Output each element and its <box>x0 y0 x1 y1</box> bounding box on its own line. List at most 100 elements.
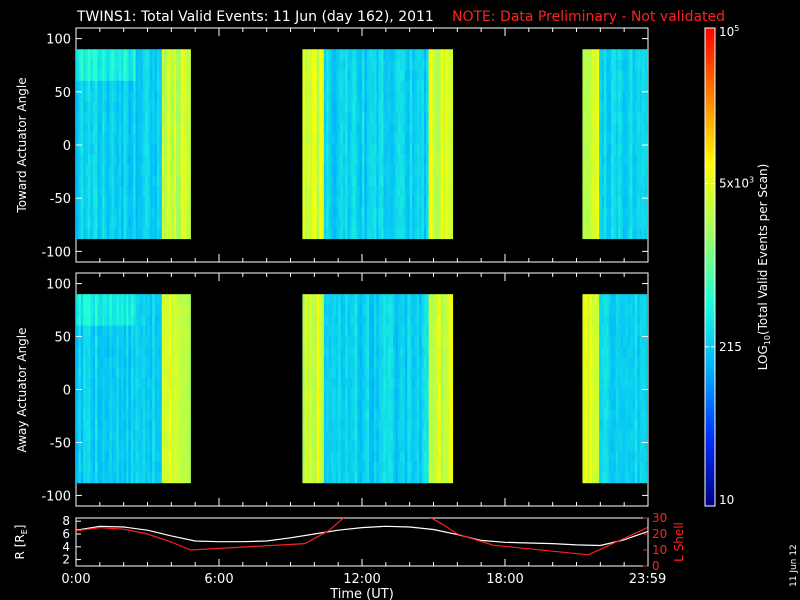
heat-cell-1-1155 <box>340 325 344 337</box>
heat-cell-0-1262 <box>354 70 358 82</box>
heat-cell-0-1248 <box>352 112 356 124</box>
heat-cell-1-214 <box>102 461 106 473</box>
heat-cell-0-825 <box>183 207 187 219</box>
heat-cell-0-2483 <box>644 228 648 240</box>
heat-cell-0-2365 <box>630 122 634 134</box>
heat-cell-1-1526 <box>388 440 392 452</box>
heat-cell-1-944 <box>311 377 315 389</box>
heat-cell-0-2106 <box>596 49 600 61</box>
heat-cell-1-2202 <box>608 357 612 368</box>
heat-cell-1-634 <box>159 336 163 348</box>
heat-cell-1-2251 <box>615 304 619 316</box>
heat-cell-1-2117 <box>596 409 600 421</box>
heat-cell-1-273 <box>111 325 115 337</box>
heat-cell-1-1388 <box>371 315 375 327</box>
heat-cell-0-1038 <box>323 175 327 187</box>
heat-cell-1-584 <box>152 377 156 389</box>
heat-cell-0-1886 <box>435 196 439 208</box>
heat-cell-1-999 <box>319 388 322 400</box>
heat-cell-0-1219 <box>347 186 351 198</box>
heat-cell-1-562 <box>149 336 153 348</box>
heat-cell-0-2264 <box>615 196 619 208</box>
heat-cell-1-1029 <box>323 325 327 337</box>
heat-cell-0-1326 <box>362 175 365 187</box>
heat-cell-0-647 <box>159 228 163 240</box>
heat-cell-0-515 <box>142 164 146 176</box>
heat-cell-0-601 <box>154 122 158 134</box>
heat-cell-1-2308 <box>622 336 626 348</box>
heat-cell-0-139 <box>92 186 96 198</box>
heat-cell-0-2013 <box>582 207 586 219</box>
heat-cell-1-607 <box>154 430 158 442</box>
heat-cell-0-1637 <box>402 228 406 240</box>
heat-cell-1-2299 <box>620 430 624 442</box>
heat-cell-1-1266 <box>354 357 358 368</box>
heat-cell-0-1695 <box>412 80 415 92</box>
heat-cell-0-62 <box>83 133 87 145</box>
heat-cell-1-791 <box>178 472 182 484</box>
heat-cell-1-1767 <box>421 325 425 337</box>
heat-cell-0-856 <box>188 154 191 166</box>
heat-cell-1-242 <box>106 377 110 389</box>
heat-cell-1-1496 <box>385 315 389 327</box>
heat-cell-1-5 <box>76 346 79 358</box>
heat-cell-0-2464 <box>642 217 645 229</box>
heat-cell-0-767 <box>176 164 179 176</box>
heat-cell-1-738 <box>173 294 177 306</box>
heat-cell-1-400 <box>128 336 132 348</box>
heat-cell-1-1783 <box>423 304 427 316</box>
heat-cell-0-1293 <box>357 207 361 219</box>
heat-cell-1-2403 <box>634 388 638 400</box>
heat-cell-1-637 <box>159 367 163 379</box>
heat-cell-1-157 <box>95 430 98 442</box>
heat-cell-0-2183 <box>606 101 610 113</box>
heat-cell-1-1153 <box>340 304 344 316</box>
heat-cell-0-780 <box>178 112 182 124</box>
heat-cell-1-1811 <box>426 409 430 421</box>
heat-cell-0-2475 <box>644 143 648 155</box>
heat-cell-0-1773 <box>421 143 425 155</box>
heat-cell-1-2362 <box>630 336 634 348</box>
heat-cell-1-1004 <box>319 440 322 452</box>
heat-cell-1-1555 <box>392 367 396 379</box>
heat-cell-1-1950 <box>445 357 449 368</box>
heat-cell-0-388 <box>126 154 129 166</box>
heat-cell-1-293 <box>114 346 118 358</box>
heat-cell-0-757 <box>176 59 179 71</box>
heat-cell-0-1594 <box>397 154 401 166</box>
heat-cell-1-226 <box>104 398 108 410</box>
heat-cell-0-1336 <box>364 91 368 103</box>
heat-cell-0-2034 <box>587 49 591 61</box>
heat-cell-0-821 <box>183 164 187 176</box>
heat-cell-1-1875 <box>435 325 439 337</box>
heat-cell-1-805 <box>180 430 184 442</box>
heat-cell-1-550 <box>147 398 151 410</box>
heat-cell-1-1142 <box>338 377 342 389</box>
heat-cell-1-1396 <box>371 398 375 410</box>
heat-cell-1-820 <box>183 398 187 410</box>
heat-cell-1-45 <box>80 388 84 400</box>
heat-cell-1-1633 <box>402 430 406 442</box>
heat-cell-0-1633 <box>402 186 406 198</box>
heat-cell-1-806 <box>180 440 184 452</box>
heat-cell-1-1479 <box>383 325 387 337</box>
heat-cell-1-2281 <box>618 430 622 442</box>
heat-cell-0-2153 <box>601 164 605 176</box>
heat-cell-1-1524 <box>388 419 392 431</box>
heat-cell-0-1845 <box>431 143 434 155</box>
heat-cell-1-13 <box>76 430 79 442</box>
heat-cell-0-671 <box>164 101 168 113</box>
heat-cell-0-630 <box>159 49 163 61</box>
heat-cell-1-1881 <box>435 388 439 400</box>
heat-cell-0-2020 <box>584 91 588 103</box>
heat-cell-0-2220 <box>611 112 614 124</box>
heat-cell-0-2119 <box>596 186 600 198</box>
heat-cell-0-378 <box>126 49 129 61</box>
heat-cell-0-497 <box>140 164 144 176</box>
heat-cell-0-1680 <box>409 112 413 124</box>
heat-cell-0-362 <box>123 70 127 82</box>
heat-cell-1-880 <box>302 461 306 473</box>
heat-cell-0-2367 <box>630 143 634 155</box>
heat-cell-1-1492 <box>383 461 387 473</box>
heat-cell-0-2099 <box>594 164 598 176</box>
